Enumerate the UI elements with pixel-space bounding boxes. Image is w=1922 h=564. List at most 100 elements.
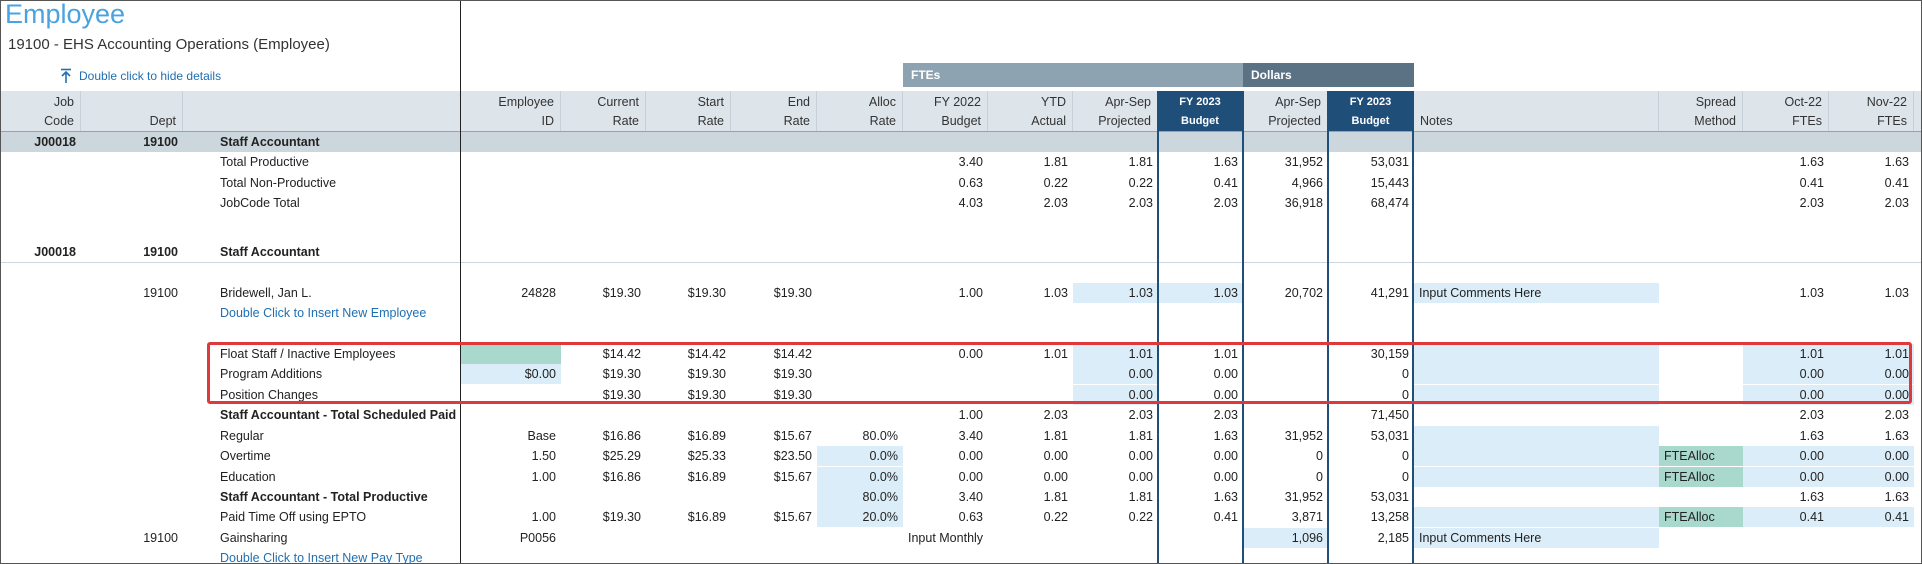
cell-cur: $16.86 (602, 470, 641, 484)
cell-oct: 1.03 (1799, 286, 1824, 300)
cell-start: $16.89 (687, 470, 726, 484)
collapse-up-icon[interactable] (59, 68, 73, 84)
cell-proj[interactable]: 1.03 (1073, 283, 1158, 303)
cell-notes[interactable] (1414, 385, 1659, 405)
cell-d-fy23: 15,443 (1370, 176, 1409, 190)
cell-emp-id: P0056 (519, 531, 556, 545)
cell-spread[interactable]: FTEAlloc (1659, 467, 1743, 487)
cell-notes[interactable] (1414, 426, 1659, 446)
cell-nov: 1.63 (1884, 429, 1909, 443)
cell-ytd: 1.03 (1043, 286, 1068, 300)
cell-alloc[interactable]: 80.0% (817, 487, 903, 507)
cell-notes[interactable]: Input Comments Here (1414, 283, 1659, 303)
cell-fy23: 1.63 (1213, 490, 1238, 504)
cell-d-fy23: 0 (1402, 449, 1409, 463)
cell-d-proj[interactable]: 1,096 (1243, 528, 1328, 548)
col-employee-id[interactable]: Employee ID (461, 91, 561, 131)
cell-monthly: Input Monthly (908, 531, 984, 545)
cell-name[interactable]: Double Click to Insert New Pay Type (220, 551, 423, 564)
col-notes[interactable]: Notes (1414, 91, 1659, 131)
cell-notes[interactable]: Input Comments Here (1414, 528, 1659, 548)
cell-oct[interactable]: 0.41 (1743, 507, 1829, 527)
cell-name[interactable]: Double Click to Insert New Employee (220, 306, 427, 320)
col-ytd-actual[interactable]: YTD Actual (988, 91, 1073, 131)
cell-cur: $19.30 (602, 510, 641, 524)
cell-emp-id[interactable]: $0.00 (461, 364, 561, 384)
col-aprsep-projected[interactable]: Apr-Sep Projected (1073, 91, 1158, 131)
cell-nov[interactable]: 0.00 (1829, 385, 1914, 405)
cell-end: $15.67 (773, 510, 812, 524)
cell-ytd: 0.00 (1043, 449, 1068, 463)
cell-proj: 0.00 (1128, 470, 1153, 484)
cell-end: $14.42 (773, 347, 812, 361)
cell-oct[interactable]: 1.01 (1743, 344, 1829, 364)
cell-nov: 0.41 (1884, 176, 1909, 190)
col-oct22-ftes[interactable]: Oct-22 FTEs (1743, 91, 1829, 131)
cell-d-fy23: 13,258 (1370, 510, 1409, 524)
cell-oct[interactable]: 0.00 (1743, 385, 1829, 405)
cell-emp-id[interactable] (461, 344, 561, 364)
table-row: Total Non-Productive 0.63 0.22 0.22 0.41 4,96… (1, 173, 1921, 193)
col-spread-method[interactable]: Spread Method (1659, 91, 1743, 131)
cell-oct[interactable]: 0.00 (1743, 446, 1829, 466)
cell-d-proj: 31,952 (1284, 429, 1323, 443)
cell-oct: 0.41 (1799, 176, 1824, 190)
cell-fy22: 1.00 (958, 408, 983, 422)
cell-d-fy23: 30,159 (1370, 347, 1409, 361)
column-header-row (1, 91, 1921, 132)
cell-notes[interactable] (1414, 364, 1659, 384)
cell-alloc[interactable]: 20.0% (817, 507, 903, 527)
col-job-code[interactable]: Job Code (1, 91, 81, 131)
cell-fy23[interactable]: 1.03 (1158, 283, 1243, 303)
hide-details-link[interactable]: Double click to hide details (79, 69, 222, 83)
cell-alloc[interactable]: 0.0% (817, 467, 903, 487)
col-current-rate[interactable]: Current Rate (561, 91, 646, 131)
col-dollars-fy2023-budget[interactable]: FY 2023 Budget (1328, 91, 1414, 131)
cell-fy23: 2.03 (1213, 408, 1238, 422)
cell-fy22: 0.00 (958, 347, 983, 361)
cell-ytd: 2.03 (1043, 196, 1068, 210)
cell-name: Staff Accountant (220, 135, 320, 149)
cell-spread[interactable]: FTEAlloc (1659, 446, 1743, 466)
cell-name: JobCode Total (220, 196, 300, 210)
cell-fy22: 1.00 (958, 286, 983, 300)
cell-nov[interactable]: 0.00 (1829, 364, 1914, 384)
cell-end: $15.67 (773, 429, 812, 443)
cell-d-fy23: 0 (1402, 367, 1409, 381)
col-dept[interactable]: Dept (81, 91, 183, 131)
col-fy2022-budget[interactable]: FY 2022 Budget (903, 91, 988, 131)
cell-oct[interactable]: 0.00 (1743, 467, 1829, 487)
cell-oct[interactable]: 0.00 (1743, 364, 1829, 384)
cell-fy23: 1.63 (1213, 155, 1238, 169)
cell-nov[interactable]: 1.01 (1829, 344, 1914, 364)
cell-notes[interactable] (1414, 446, 1659, 466)
col-end-rate[interactable]: End Rate (731, 91, 817, 131)
col-alloc-rate[interactable]: Alloc Rate (817, 91, 903, 131)
cell-alloc[interactable]: 0.0% (817, 446, 903, 466)
cell-name: Regular (220, 429, 264, 443)
col-start-rate[interactable]: Start Rate (646, 91, 731, 131)
col-dollars-aprsep-projected[interactable]: Apr-Sep Projected (1243, 91, 1328, 131)
table-row: Float Staff / Inactive Employees $14.42 $1… (1, 344, 1921, 364)
col-fy2023-budget[interactable]: FY 2023 Budget (1158, 91, 1243, 131)
cell-proj[interactable]: 0.00 (1073, 364, 1158, 384)
dollars-fy2023-left-border (1327, 91, 1329, 563)
cell-proj[interactable]: 0.00 (1073, 385, 1158, 405)
cell-proj: 1.81 (1128, 429, 1153, 443)
cell-fy23: 0.41 (1213, 176, 1238, 190)
cell-name: Total Productive (220, 155, 309, 169)
cell-nov[interactable]: 0.00 (1829, 467, 1914, 487)
cell-notes[interactable] (1414, 344, 1659, 364)
cell-proj[interactable]: 1.01 (1073, 344, 1158, 364)
cell-spread[interactable]: FTEAlloc (1659, 507, 1743, 527)
cell-notes[interactable] (1414, 467, 1659, 487)
col-nov22-ftes[interactable]: Nov-22 FTEs (1829, 91, 1914, 131)
cell-cur: $14.42 (602, 347, 641, 361)
cell-proj: 0.22 (1128, 176, 1153, 190)
cell-nov[interactable]: 0.41 (1829, 507, 1914, 527)
cell-ytd: 1.01 (1043, 347, 1068, 361)
col-name[interactable] (183, 91, 461, 131)
table-row: Education 1.00 $16.86 $16.89 $15.67 0.0% 0.00 0… (1, 467, 1921, 487)
cell-nov[interactable]: 0.00 (1829, 446, 1914, 466)
cell-notes[interactable] (1414, 507, 1659, 527)
